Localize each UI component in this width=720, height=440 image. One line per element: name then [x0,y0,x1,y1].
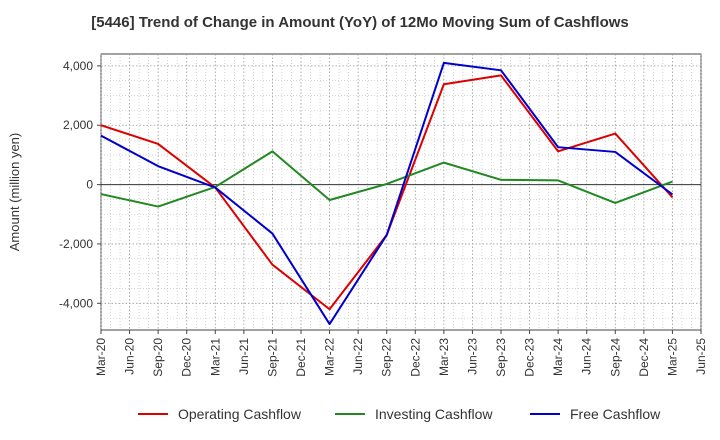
legend-layer: Operating Cashflow Investing Cashflow Free… [138,406,661,422]
y-tick-label: 4,000 [63,59,93,73]
legend-label: Operating Cashflow [178,406,302,422]
x-tick-label: Sep-20 [151,338,165,377]
x-tick-label: Dec-21 [294,338,308,377]
x-tick-label: Jun-23 [465,338,479,375]
grid-layer [100,53,702,331]
x-tick-label: Mar-21 [208,338,222,376]
series-line-investing-cashflow [100,150,673,208]
x-tick-label: Mar-25 [665,338,679,376]
x-tick-label: Mar-22 [323,338,337,376]
legend-label: Investing Cashflow [375,406,493,422]
x-tick-label: Jun-20 [123,338,137,375]
x-tick-label: Dec-23 [523,338,537,377]
x-tick-label: Sep-24 [608,338,622,377]
x-tick-label: Sep-21 [265,338,279,377]
y-axis-label: Amount (million yen) [7,133,22,252]
x-tick-label: Jun-25 [694,338,708,375]
x-tick-label: Sep-22 [380,338,394,377]
x-tick-label: Dec-20 [180,338,194,377]
x-tick-label: Jun-22 [351,338,365,375]
y-tick-label: 0 [86,178,93,192]
series-line-free-cashflow [100,61,674,326]
series-layer [100,61,674,326]
chart-title: [5446] Trend of Change in Amount (YoY) o… [91,14,629,31]
x-tick-label: Mar-24 [551,338,565,376]
axis-layer: 4,000 2,000 0 -2,000 -4,000 Mar-20 Jun-20 Sep-2… [7,59,708,377]
x-tick-label: Jun-24 [580,338,594,375]
x-tick-label: Mar-23 [437,338,451,376]
x-tick-label: Sep-23 [494,338,508,377]
y-tick-label: -2,000 [59,237,93,251]
legend-label: Free Cashflow [570,406,661,422]
x-tick-label: Jun-21 [237,338,251,375]
x-tick-label: Mar-20 [94,338,108,376]
y-tick-label: 2,000 [63,118,93,132]
y-tick-label: -4,000 [59,296,93,310]
x-tick-label: Dec-24 [637,338,651,377]
x-tick-label: Dec-22 [408,338,422,377]
